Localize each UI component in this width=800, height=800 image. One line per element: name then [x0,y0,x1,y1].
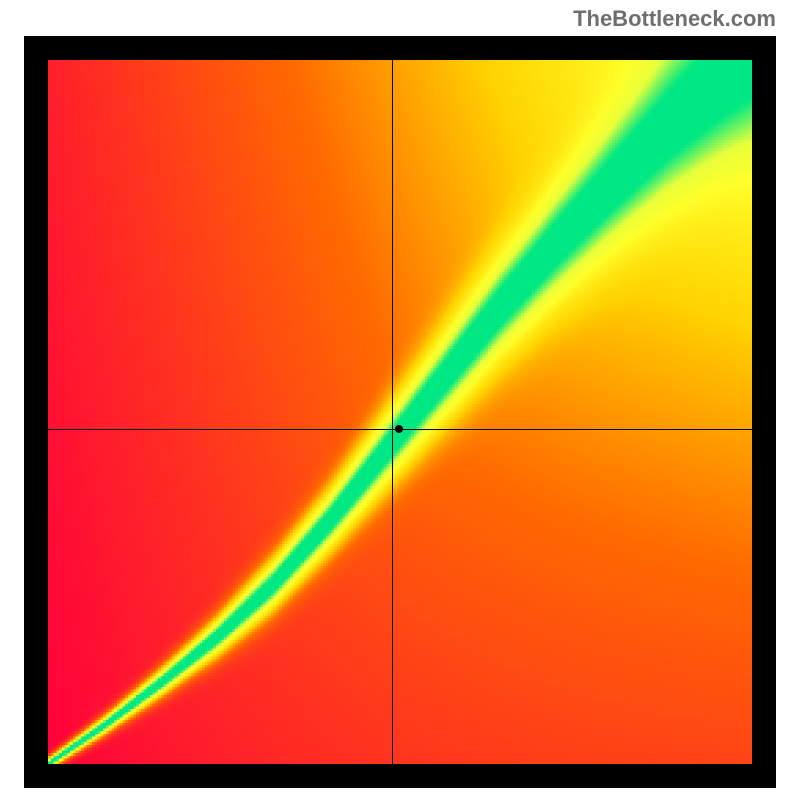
heatmap-canvas [48,60,752,764]
bottleneck-heatmap [24,36,776,788]
page-root: TheBottleneck.com [0,0,800,800]
watermark-text: TheBottleneck.com [573,6,776,32]
